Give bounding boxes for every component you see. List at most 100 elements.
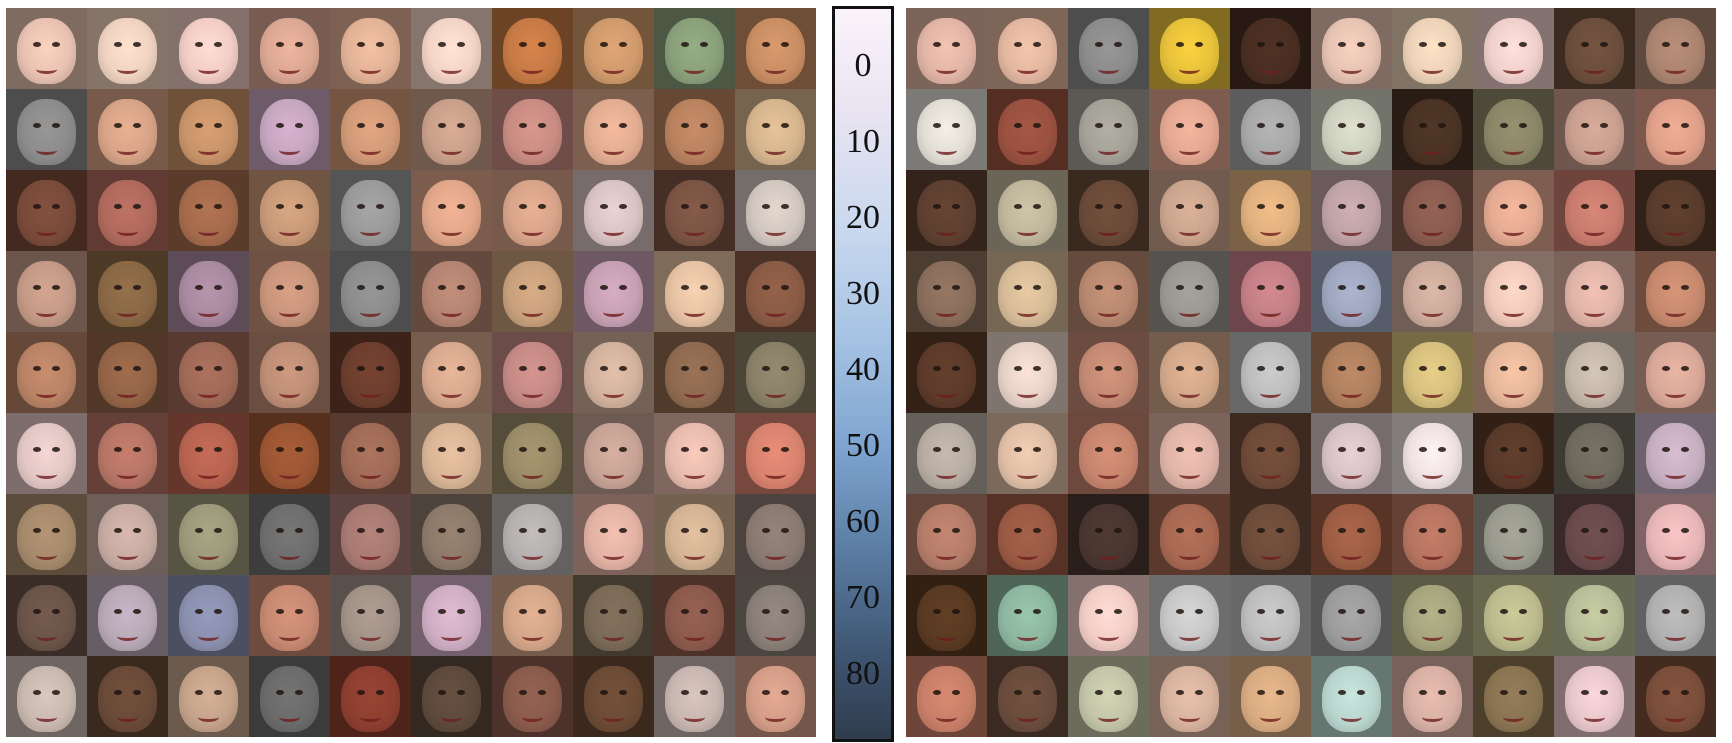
face-mouth	[278, 65, 301, 75]
face-mouth	[278, 389, 301, 399]
face-mouth	[521, 389, 544, 399]
face-skin	[1403, 584, 1462, 652]
face-eye-left	[1337, 447, 1346, 452]
face-eye-left	[194, 447, 203, 452]
face-skin	[1646, 341, 1705, 409]
face-skin	[746, 503, 805, 571]
face-eye-left	[1094, 609, 1103, 614]
left-face-r1-c8	[573, 8, 654, 89]
right-face-r8-c6	[1311, 575, 1392, 656]
face-eye-right	[1114, 42, 1123, 47]
left-face-r2-c5	[330, 89, 411, 170]
face-skin	[503, 584, 562, 652]
face-mouth	[1178, 389, 1201, 399]
face-mouth	[602, 308, 625, 318]
face-mouth	[116, 551, 139, 561]
face-eye-left	[1418, 42, 1427, 47]
face-eye-left	[437, 42, 446, 47]
right-face-r8-c8	[1473, 575, 1554, 656]
face-mouth	[35, 713, 58, 723]
face-eye-left	[356, 123, 365, 128]
face-eye-left	[194, 690, 203, 695]
right-face-r9-c2	[987, 656, 1068, 737]
face-eye-left	[1256, 204, 1265, 209]
face-eye-left	[275, 285, 284, 290]
face-eye-left	[932, 528, 941, 533]
face-eye-left	[275, 609, 284, 614]
face-mouth	[602, 146, 625, 156]
face-mouth	[278, 146, 301, 156]
left-face-r9-c7	[492, 656, 573, 737]
face-mouth	[1016, 389, 1039, 399]
face-eye-left	[1256, 285, 1265, 290]
face-eye-left	[599, 285, 608, 290]
face-eye-left	[1580, 285, 1589, 290]
face-mouth	[1259, 470, 1282, 480]
face-eye-right	[295, 690, 304, 695]
face-mouth	[602, 470, 625, 480]
face-skin	[179, 17, 238, 85]
face-eye-left	[194, 609, 203, 614]
right-face-r6-c8	[1473, 413, 1554, 494]
face-skin	[1160, 17, 1219, 85]
face-eye-right	[376, 528, 385, 533]
face-skin	[179, 422, 238, 490]
left-face-r5-c2	[87, 332, 168, 413]
face-skin	[665, 665, 724, 733]
left-face-r1-c2	[87, 8, 168, 89]
face-eye-left	[1175, 528, 1184, 533]
right-face-r3-c3	[1068, 170, 1149, 251]
face-skin	[584, 665, 643, 733]
face-eye-right	[700, 366, 709, 371]
right-face-r2-c2	[987, 89, 1068, 170]
left-face-r4-c8	[573, 251, 654, 332]
right-face-r9-c7	[1392, 656, 1473, 737]
face-eye-right	[1681, 285, 1690, 290]
face-skin	[1241, 179, 1300, 247]
face-eye-right	[700, 123, 709, 128]
face-eye-right	[1681, 123, 1690, 128]
face-eye-left	[1337, 366, 1346, 371]
face-skin	[998, 503, 1057, 571]
face-eye-left	[1337, 528, 1346, 533]
face-mouth	[521, 632, 544, 642]
face-skin	[341, 260, 400, 328]
face-eye-right	[952, 204, 961, 209]
face-eye-right	[619, 528, 628, 533]
left-face-r9-c6	[411, 656, 492, 737]
face-mouth	[1502, 308, 1525, 318]
face-skin	[422, 584, 481, 652]
face-skin	[746, 179, 805, 247]
right-face-r7-c9	[1554, 494, 1635, 575]
face-eye-left	[113, 285, 122, 290]
face-skin	[1160, 179, 1219, 247]
right-face-r9-c9	[1554, 656, 1635, 737]
face-mouth	[116, 470, 139, 480]
face-skin	[1646, 584, 1705, 652]
face-eye-left	[761, 447, 770, 452]
face-skin	[1565, 665, 1624, 733]
left-face-r3-c7	[492, 170, 573, 251]
face-eye-left	[1094, 528, 1103, 533]
face-eye-right	[1033, 447, 1042, 452]
left-face-r3-c6	[411, 170, 492, 251]
face-mouth	[116, 308, 139, 318]
face-mouth	[1016, 308, 1039, 318]
face-eye-left	[1661, 690, 1670, 695]
face-eye-left	[1256, 609, 1265, 614]
right-face-r9-c5	[1230, 656, 1311, 737]
face-eye-right	[1357, 42, 1366, 47]
face-eye-right	[52, 204, 61, 209]
face-skin	[1565, 260, 1624, 328]
face-eye-left	[437, 609, 446, 614]
face-mouth	[359, 146, 382, 156]
face-mouth	[521, 551, 544, 561]
face-skin	[341, 584, 400, 652]
face-eye-right	[376, 285, 385, 290]
face-eye-right	[1276, 204, 1285, 209]
colorbar-tick-40: 40	[846, 351, 880, 388]
left-face-r5-c5	[330, 332, 411, 413]
face-mouth	[1016, 632, 1039, 642]
face-eye-left	[1661, 447, 1670, 452]
face-skin	[341, 665, 400, 733]
